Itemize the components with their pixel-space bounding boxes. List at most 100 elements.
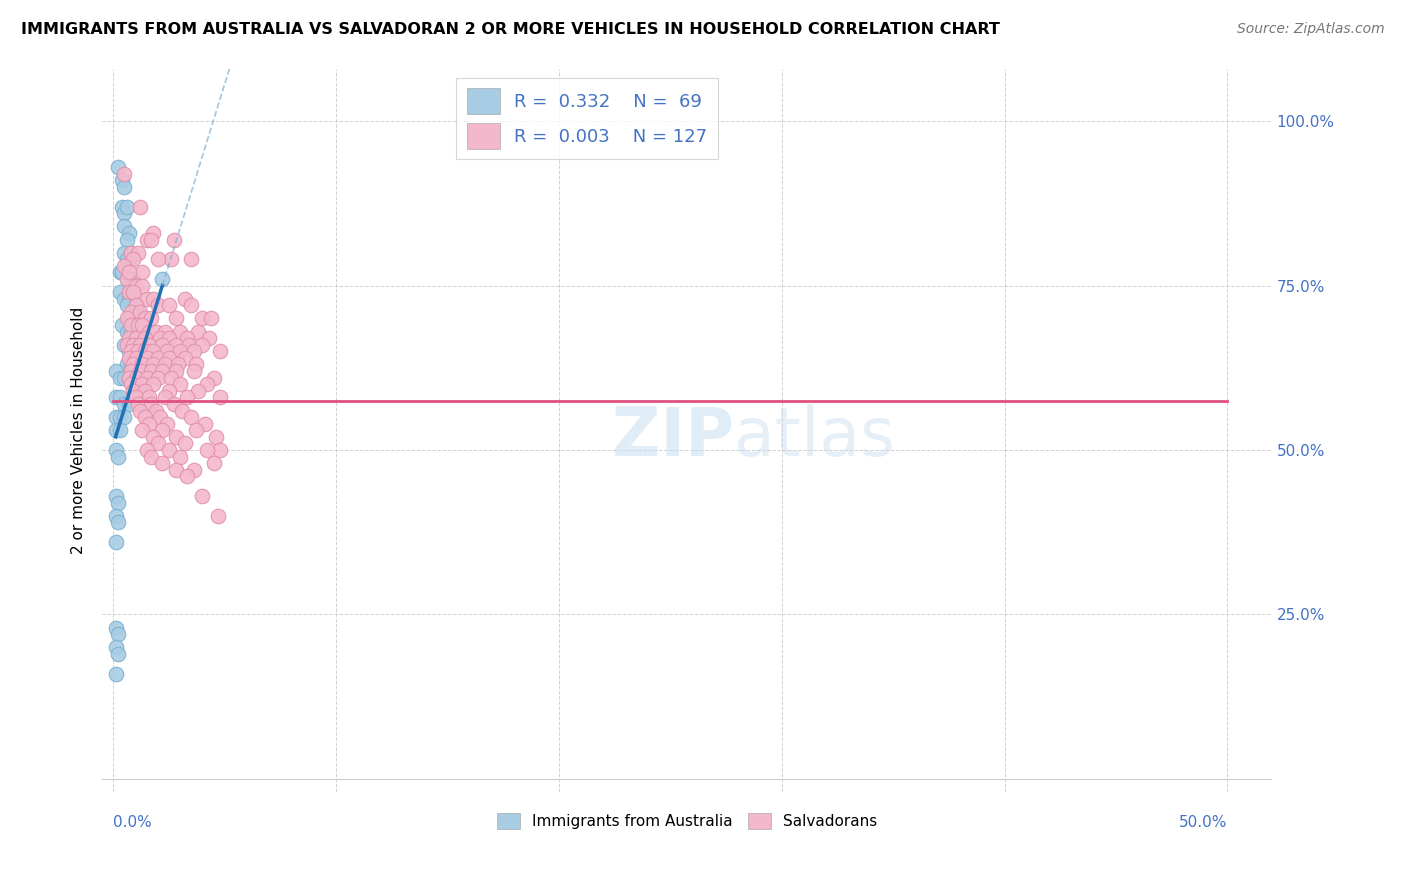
Point	[114, 206, 136, 220]
Point	[129, 337, 152, 351]
Point	[146, 252, 169, 267]
Point	[131, 278, 153, 293]
Point	[107, 160, 129, 174]
Point	[165, 337, 187, 351]
Point	[114, 259, 136, 273]
Point	[120, 245, 142, 260]
Point	[127, 344, 149, 359]
Point	[169, 325, 191, 339]
Point	[122, 305, 145, 319]
Point	[191, 311, 214, 326]
Point	[114, 167, 136, 181]
Point	[111, 173, 134, 187]
Point	[184, 423, 207, 437]
Point	[150, 272, 173, 286]
Point	[111, 318, 134, 332]
Point	[142, 344, 165, 359]
Point	[127, 397, 149, 411]
Point	[104, 666, 127, 681]
Point	[118, 285, 141, 299]
Legend: Immigrants from Australia, Salvadorans: Immigrants from Australia, Salvadorans	[491, 806, 883, 835]
Point	[114, 245, 136, 260]
Point	[124, 298, 146, 312]
Point	[207, 508, 229, 523]
Point	[142, 292, 165, 306]
Point	[138, 417, 160, 431]
Point	[145, 403, 167, 417]
Point	[107, 450, 129, 464]
Point	[172, 403, 194, 417]
Point	[141, 450, 163, 464]
Point	[200, 311, 222, 326]
Point	[127, 344, 149, 359]
Point	[108, 390, 131, 404]
Point	[202, 370, 225, 384]
Point	[135, 370, 157, 384]
Point	[111, 265, 134, 279]
Point	[146, 370, 169, 384]
Point	[118, 311, 141, 326]
Point	[135, 358, 157, 372]
Point	[138, 337, 160, 351]
Point	[114, 180, 136, 194]
Point	[141, 233, 163, 247]
Point	[115, 272, 138, 286]
Point	[141, 311, 163, 326]
Point	[118, 370, 141, 384]
Point	[107, 516, 129, 530]
Point	[138, 390, 160, 404]
Point	[135, 351, 157, 365]
Point	[129, 364, 152, 378]
Point	[183, 344, 205, 359]
Point	[153, 358, 176, 372]
Point	[142, 226, 165, 240]
Point	[104, 364, 127, 378]
Point	[134, 331, 156, 345]
Text: IMMIGRANTS FROM AUSTRALIA VS SALVADORAN 2 OR MORE VEHICLES IN HOUSEHOLD CORRELAT: IMMIGRANTS FROM AUSTRALIA VS SALVADORAN …	[21, 22, 1000, 37]
Point	[120, 377, 142, 392]
Point	[165, 311, 187, 326]
Point	[209, 442, 232, 457]
Point	[135, 442, 157, 457]
Point	[120, 245, 142, 260]
Point	[120, 364, 142, 378]
Point	[157, 331, 180, 345]
Point	[108, 410, 131, 425]
Point	[115, 298, 138, 312]
Point	[122, 377, 145, 392]
Point	[104, 390, 127, 404]
Point	[120, 358, 142, 372]
Point	[118, 397, 141, 411]
Point	[118, 351, 141, 365]
Point	[129, 200, 152, 214]
Point	[122, 285, 145, 299]
Point	[135, 292, 157, 306]
Point	[127, 318, 149, 332]
Point	[115, 200, 138, 214]
Point	[129, 325, 152, 339]
Point	[177, 337, 200, 351]
Point	[157, 298, 180, 312]
Point	[187, 325, 209, 339]
Point	[131, 318, 153, 332]
Point	[115, 311, 138, 326]
Point	[131, 358, 153, 372]
Point	[120, 325, 142, 339]
Point	[111, 200, 134, 214]
Point	[115, 233, 138, 247]
Point	[195, 377, 218, 392]
Point	[118, 226, 141, 240]
Point	[150, 423, 173, 437]
Point	[156, 417, 179, 431]
Point	[146, 298, 169, 312]
Point	[142, 430, 165, 444]
Point	[167, 358, 190, 372]
Point	[115, 272, 138, 286]
Point	[141, 397, 163, 411]
Point	[146, 436, 169, 450]
Point	[150, 337, 173, 351]
Point	[162, 233, 184, 247]
Point	[115, 358, 138, 372]
Point	[108, 423, 131, 437]
Point	[104, 640, 127, 655]
